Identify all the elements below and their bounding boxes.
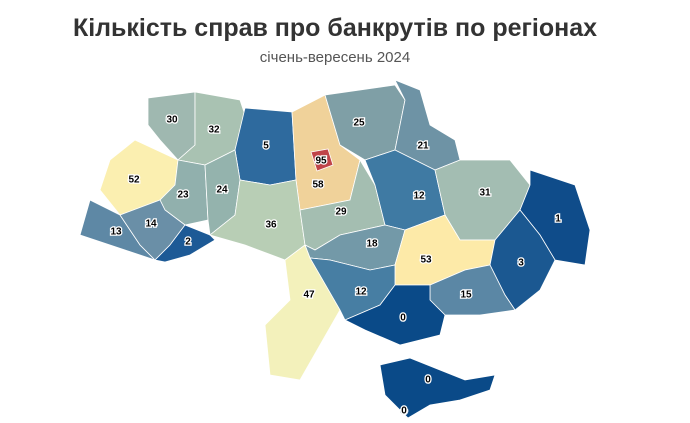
region-label: 12 xyxy=(413,191,425,202)
region-label: 0 xyxy=(425,375,431,386)
subtitle: січень-вересень 2024 xyxy=(260,49,410,66)
region-label: 25 xyxy=(353,118,365,129)
region xyxy=(310,148,334,172)
region-label: 21 xyxy=(417,141,429,152)
region-label: 5 xyxy=(263,141,269,152)
region-label: 12 xyxy=(355,287,367,298)
region xyxy=(379,357,496,419)
region-label: 58 xyxy=(312,180,324,191)
region-label: 31 xyxy=(479,188,491,199)
region-label: 15 xyxy=(460,290,472,301)
region-label: 30 xyxy=(166,115,178,126)
region-label: 2 xyxy=(185,237,191,248)
region-label: 3 xyxy=(518,258,524,269)
region-label: 23 xyxy=(177,190,189,201)
region-label: 1 xyxy=(555,214,561,225)
labels: 30 32 5 58 95 25 21 52 23 24 13 14 2 36 29 12 31 1 18 53 3 47… xyxy=(109,113,562,418)
region-label: 13 xyxy=(110,227,122,238)
region xyxy=(154,224,216,263)
region xyxy=(399,406,409,416)
region-label: 14 xyxy=(145,219,157,230)
region-label: 36 xyxy=(265,220,277,231)
region-label: 52 xyxy=(128,175,140,186)
region-label: 47 xyxy=(303,290,315,301)
title: Кількість справ про банкрутів по регіона… xyxy=(73,14,597,42)
regions xyxy=(79,79,591,419)
region xyxy=(344,284,446,346)
region-label: 0 xyxy=(401,406,407,417)
region-label: 18 xyxy=(366,239,378,250)
region xyxy=(264,244,341,381)
region-label: 0 xyxy=(400,313,406,324)
region-label: 53 xyxy=(420,255,432,266)
region-label: 95 xyxy=(315,156,327,167)
region-label: 24 xyxy=(216,185,228,196)
region-label: 32 xyxy=(208,125,220,136)
region-label: 29 xyxy=(335,207,347,218)
